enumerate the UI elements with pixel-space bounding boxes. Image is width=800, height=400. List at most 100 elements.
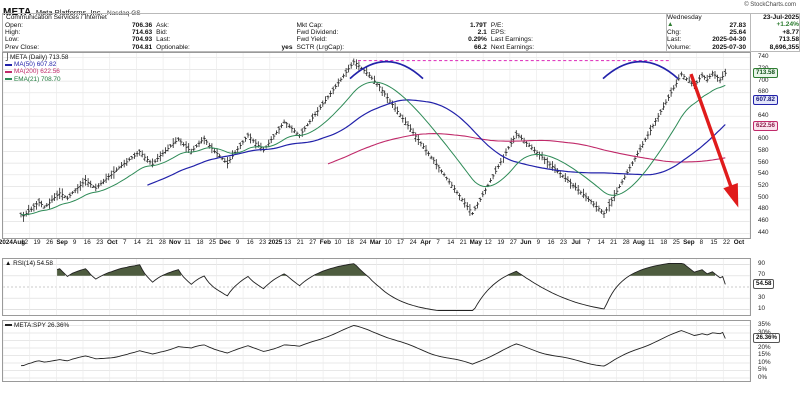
ema21-line <box>20 81 726 216</box>
date-axis-tick: Dec <box>219 239 231 246</box>
relative-axis-tick: 5% <box>758 366 768 373</box>
price-axis-tick: 480 <box>758 205 769 213</box>
date-axis-tick: 8 <box>699 239 704 246</box>
quote-label: High: <box>5 29 21 37</box>
price-axis-tick: 580 <box>758 146 769 154</box>
date-axis-tick: 21 <box>146 239 154 246</box>
date-axis-tick: Jul <box>571 239 581 246</box>
date-axis-tick: 2024Aug <box>0 239 26 246</box>
rsi-axis-tick: 70 <box>758 271 766 279</box>
price-axis-tick: 440 <box>758 228 769 236</box>
table-row: High: 714.63 Bid: Fwd Dividend: 2.1 EPS:… <box>5 29 750 36</box>
date-axis-tick: 21 <box>459 239 467 246</box>
date-axis-tick: 27 <box>309 239 317 246</box>
relative-gridlines <box>3 321 750 381</box>
date-axis-tick: 23 <box>96 239 104 246</box>
price-axis-tick: 500 <box>758 193 769 201</box>
quote-label: Last Earnings: <box>490 36 533 44</box>
table-row: Low: 704.93 Last: Fwd Yield: 0.29% Last … <box>5 36 750 43</box>
date-axis-tick: Oct <box>107 239 118 246</box>
date-axis-tick: Feb <box>319 239 331 246</box>
quote-value: 0.29% <box>468 36 487 44</box>
quote-label: Open: <box>5 22 23 29</box>
date-axis-tick: 7 <box>436 239 440 246</box>
relative-axis-tick: 30% <box>758 328 771 336</box>
date-axis-tick: 24 <box>409 239 417 246</box>
price-axis-tick: 560 <box>758 158 769 166</box>
relative-axis-tick: 0% <box>758 373 768 381</box>
quote-label: Fwd Yield: <box>296 36 327 44</box>
table-row: Volume: 8,696,355 <box>667 44 799 51</box>
quote-label: Last: <box>156 36 171 44</box>
relative-strength-panel[interactable] <box>2 320 751 382</box>
date-axis-tick: 11 <box>184 239 191 246</box>
realtime-quote-box: Wednesday 23-Jul-2025 ▲ +1.24% Chg: +8.7… <box>666 13 800 52</box>
sector-label: Communication Services / Internet <box>6 14 107 21</box>
quote-table: Open: 706.36 Ask: Mkt Cap: 1.79T P/E: 27… <box>5 22 750 51</box>
quote-value: 66.2 <box>473 43 487 51</box>
volume-label: Volume: <box>667 43 691 51</box>
quote-weekday: Wednesday <box>667 14 702 21</box>
date-axis-tick: 24 <box>359 239 367 246</box>
table-row: Open: 706.36 Ask: Mkt Cap: 1.79T P/E: 27… <box>5 22 750 29</box>
date-axis-tick: 10 <box>384 239 392 246</box>
date-axis-tick: 10 <box>334 239 342 246</box>
rsi-line <box>56 263 726 311</box>
date-axis-tick: 13 <box>284 239 292 246</box>
table-row: Last: 713.58 <box>667 36 799 43</box>
date-axis-tick: 9 <box>235 239 240 246</box>
date-x-axis: 2024Aug 12 19 26 Sep 9 16 23 Oct 7 14 21 28 Nov 11 18 25… <box>0 239 749 251</box>
quote-label: Bid: <box>156 29 168 37</box>
rsi-chart-svg <box>3 259 750 315</box>
quote-value: 2.1 <box>477 29 487 37</box>
rsi-gridlines <box>3 259 750 315</box>
date-axis-tick: 23 <box>560 239 568 246</box>
realtime-table: Wednesday 23-Jul-2025 ▲ +1.24% Chg: +8.7… <box>667 14 799 51</box>
date-axis-tick: 14 <box>133 239 141 246</box>
date-axis-tick: 26 <box>46 239 54 246</box>
change-value: +8.77 <box>782 28 799 36</box>
quote-label: SCTR (LrgCap): <box>296 43 345 51</box>
quote-value: 2025-07-30 <box>712 43 746 51</box>
relative-axis-tick: 20% <box>758 343 771 351</box>
left-top-arc <box>349 60 424 80</box>
change-label: Chg: <box>667 28 681 36</box>
date-axis-tick: 21 <box>296 239 304 246</box>
price-gridlines <box>3 53 750 238</box>
price-chart-panel[interactable] <box>2 52 751 239</box>
date-axis-tick: 2025 <box>268 239 283 246</box>
date-axis-tick: 23 <box>259 239 267 246</box>
quote-value <box>235 29 296 36</box>
date-axis-tick: 25 <box>672 239 680 246</box>
price-axis-tick: 540 <box>758 170 769 178</box>
date-axis-tick: 18 <box>196 239 204 246</box>
date-axis-tick: 9 <box>536 239 541 246</box>
price-axis-tick: 680 <box>758 88 769 96</box>
ohlc-bars <box>19 58 727 222</box>
relative-y-axis: 35%30%25%20%15%10%5%0% <box>753 320 800 381</box>
date-axis-tick: 19 <box>497 239 505 246</box>
date-axis-tick: 25 <box>209 239 217 246</box>
rsi-overbought-fill <box>57 263 716 276</box>
date-axis-tick: 21 <box>610 239 618 246</box>
relative-strength-svg <box>3 321 750 381</box>
up-arrow-icon: ▲ <box>667 21 674 29</box>
date-axis-tick: 17 <box>397 239 405 246</box>
date-axis-tick: 11 <box>647 239 655 246</box>
rsi-value-badge: 54.58 <box>753 279 775 290</box>
quote-value: 1.79T <box>469 22 487 29</box>
quote-label: EPS: <box>490 29 506 37</box>
date-axis-tick: Sep <box>56 239 68 246</box>
date-axis-tick: 14 <box>447 239 455 246</box>
price-y-axis: 7407207006806606406206005805605405205004… <box>753 52 800 237</box>
price-axis-tick: 520 <box>758 181 769 189</box>
relative-axis-tick: 35% <box>758 321 771 328</box>
last-price-badge: 713.58 <box>753 68 778 79</box>
right-top-arc <box>602 60 679 80</box>
quote-label: Mkt Cap: <box>296 22 323 29</box>
copyright-notice: © StockCharts.com <box>744 2 796 8</box>
date-axis-tick: 16 <box>547 239 555 246</box>
quote-value: 704.81 <box>131 43 153 51</box>
rsi-chart-panel[interactable] <box>2 258 751 316</box>
date-axis-tick: May <box>469 239 482 246</box>
